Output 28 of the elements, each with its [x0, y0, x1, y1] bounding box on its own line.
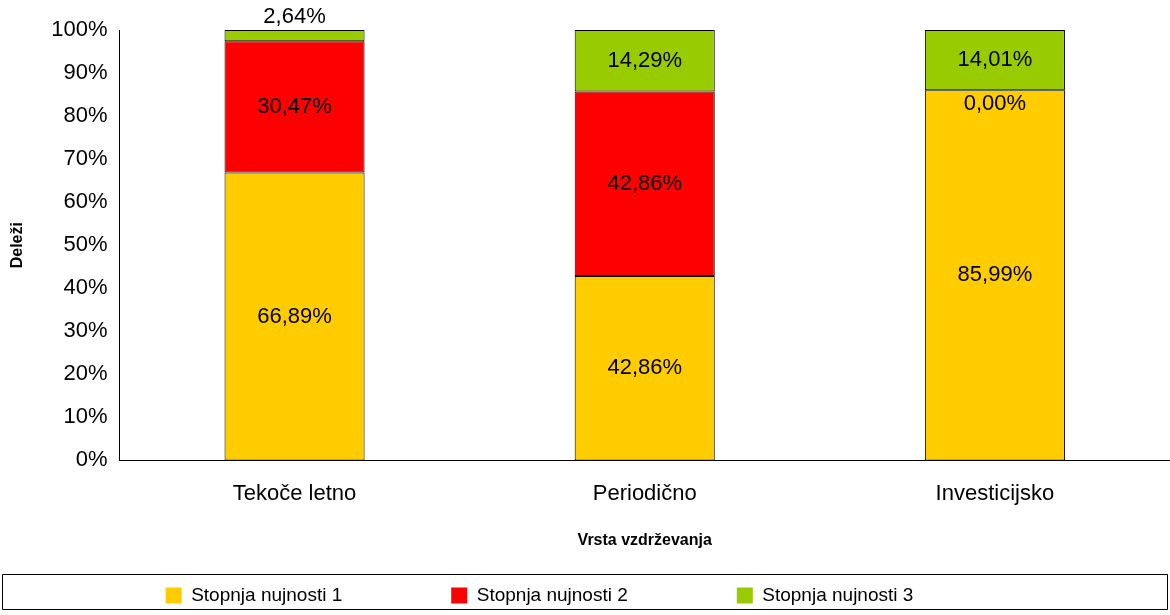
- y-axis-title: Deleži: [8, 222, 26, 269]
- x-tick-label: Tekoče letno: [232, 479, 357, 505]
- x-axis-title: Vrsta vzdrževanja: [577, 530, 712, 548]
- y-tick-label: 100%: [51, 16, 108, 42]
- x-tick-label: Periodično: [592, 479, 697, 505]
- legend-label: Stopnja nujnosti 1: [191, 583, 438, 605]
- y-tick-label: 20%: [63, 360, 108, 386]
- x-tick-label: Investicijsko: [935, 479, 1055, 505]
- data-label: 66,89%: [257, 302, 332, 328]
- y-tick-label: 10%: [63, 403, 108, 429]
- data-label: 0,00%: [963, 90, 1027, 116]
- y-tick-label: 80%: [63, 102, 108, 128]
- y-tick-label: 50%: [63, 231, 108, 257]
- data-label: 30,47%: [257, 93, 332, 118]
- y-tick-label: 90%: [63, 59, 108, 85]
- legend-label: Stopnja nujnosti 3: [762, 583, 1009, 605]
- data-label: 42,86%: [607, 354, 683, 380]
- data-label: 14,29%: [607, 46, 683, 72]
- y-tick-label: 60%: [63, 188, 108, 214]
- data-label: 42,86%: [607, 169, 683, 195]
- data-label: 85,99%: [957, 261, 1033, 287]
- y-tick-label: 40%: [63, 274, 108, 300]
- y-tick-label: 70%: [63, 145, 108, 171]
- legend-label: Stopnja nujnosti 2: [476, 583, 723, 605]
- data-label: 2,64%: [263, 3, 326, 29]
- data-label: 14,01%: [957, 46, 1033, 72]
- y-tick-label: 30%: [63, 317, 108, 343]
- y-tick-label: 0%: [75, 446, 108, 472]
